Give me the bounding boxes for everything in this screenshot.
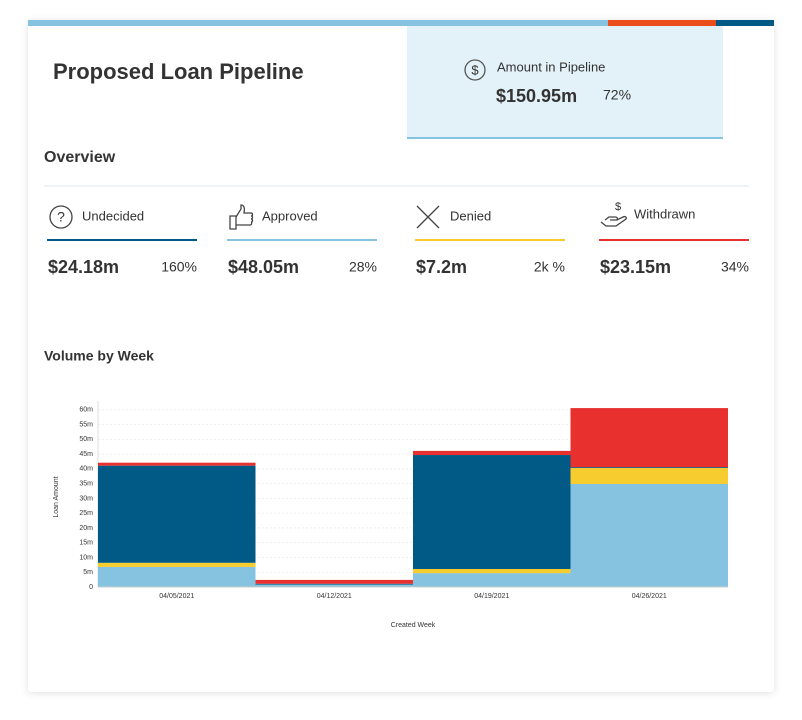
question-icon xyxy=(49,205,73,229)
dollar-icon xyxy=(464,59,486,81)
top-bar xyxy=(608,20,716,26)
pipeline-box xyxy=(407,26,723,138)
thumb-icon xyxy=(229,204,254,230)
metric-label: Undecided xyxy=(82,208,144,223)
bar-segment xyxy=(255,579,413,584)
metric-percent: 2k % xyxy=(534,259,565,275)
y-tick-label: 0 xyxy=(89,584,93,591)
y-tick-label: 50m xyxy=(79,436,93,443)
metric-label: Denied xyxy=(450,208,491,223)
metric-amount: $48.05m xyxy=(228,257,299,277)
bar-segment xyxy=(570,483,728,587)
metric-label: Withdrawn xyxy=(634,206,695,221)
bar-segment xyxy=(98,566,256,587)
x-tick-label: 04/12/2021 xyxy=(317,593,352,600)
y-tick-label: 15m xyxy=(79,540,93,547)
bar-segment xyxy=(413,573,571,587)
page-title: Proposed Loan Pipeline xyxy=(53,59,304,84)
overview-title: Overview xyxy=(44,149,116,166)
pipeline-amount: $150.95m xyxy=(496,86,577,106)
bar-segment xyxy=(255,583,413,585)
x-icon xyxy=(416,205,440,229)
metric-percent: 28% xyxy=(349,259,377,275)
bar-segment xyxy=(570,468,728,484)
y-axis-label: Loan Amount xyxy=(53,476,60,517)
bar-segment xyxy=(98,462,256,466)
pipeline-label: Amount in Pipeline xyxy=(497,59,605,74)
pipeline-percent: 72% xyxy=(603,87,631,103)
y-tick-label: 25m xyxy=(79,510,93,517)
metric-amount: $23.15m xyxy=(600,257,671,277)
chart-title: Volume by Week xyxy=(44,348,154,364)
y-tick-label: 60m xyxy=(79,407,93,414)
y-tick-label: 55m xyxy=(79,421,93,428)
dollar-icon-glyph: $ xyxy=(471,62,479,77)
x-tick-label: 04/05/2021 xyxy=(159,593,194,600)
y-tick-label: 5m xyxy=(83,569,93,576)
bar-segment xyxy=(413,450,571,456)
y-tick-label: 45m xyxy=(79,451,93,458)
y-tick-label: 40m xyxy=(79,466,93,473)
bar-segment xyxy=(413,568,571,574)
metric-percent: 160% xyxy=(161,259,197,275)
y-tick-label: 20m xyxy=(79,525,93,532)
metric-label: Approved xyxy=(262,208,318,223)
bar-segment xyxy=(255,584,413,587)
y-tick-label: 30m xyxy=(79,495,93,502)
y-tick-label: 10m xyxy=(79,554,93,561)
bar-segment xyxy=(98,562,256,567)
metric-amount: $24.18m xyxy=(48,257,119,277)
bar-segment xyxy=(570,408,728,468)
bar-segment xyxy=(98,465,256,563)
hand-icon-glyph: $ xyxy=(615,201,621,213)
x-axis-label: Created Week xyxy=(391,622,436,629)
bar-segment xyxy=(570,467,728,469)
y-tick-label: 35m xyxy=(79,481,93,488)
hand-icon xyxy=(600,215,627,227)
metric-amount: $7.2m xyxy=(416,257,467,277)
question-icon-glyph: ? xyxy=(57,209,65,225)
top-bar xyxy=(28,20,608,26)
metric-percent: 34% xyxy=(721,259,749,275)
x-tick-label: 04/26/2021 xyxy=(632,593,667,600)
x-tick-label: 04/19/2021 xyxy=(474,593,509,600)
bar-segment xyxy=(413,455,571,569)
top-bar xyxy=(716,20,774,26)
